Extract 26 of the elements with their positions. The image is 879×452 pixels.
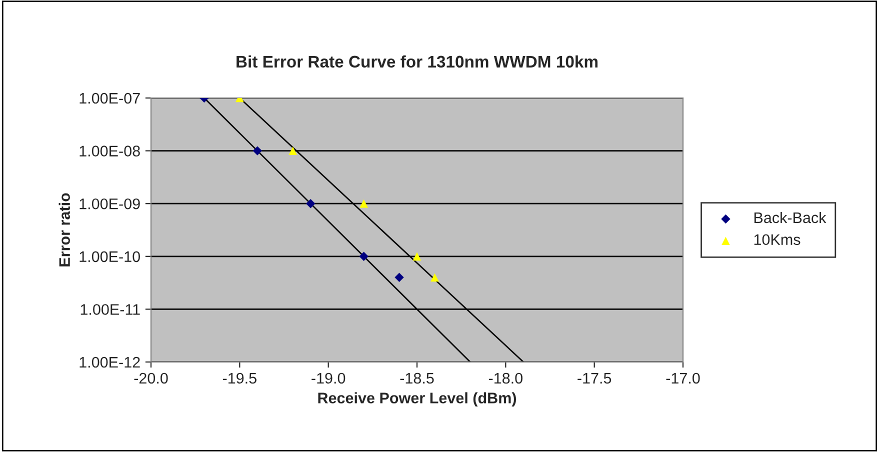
point xyxy=(430,273,439,282)
x-axis-title: Receive Power Level (dBm) xyxy=(318,392,516,406)
legend-label: Back-Back xyxy=(754,212,826,224)
chart-title: Bit Error Rate Curve for 1310nm WWDM 10km xyxy=(236,55,598,68)
x-tick-label: -20.0 xyxy=(134,372,168,384)
point xyxy=(394,272,404,282)
x-tick-label: -17.5 xyxy=(578,372,612,384)
point xyxy=(412,252,422,261)
legend-label: 10Kms xyxy=(754,234,800,246)
x-tick-label: -18.0 xyxy=(488,372,522,384)
x-tick-label: -19.0 xyxy=(312,372,346,384)
point xyxy=(288,146,298,155)
point xyxy=(360,199,368,208)
point xyxy=(306,198,316,208)
point xyxy=(359,252,368,262)
y-tick-label: 1.00E-09 xyxy=(80,198,140,210)
y-tick-label: 1.00E-10 xyxy=(80,251,140,262)
x-tick-label: -17.0 xyxy=(666,372,700,384)
x-tick-label: -19.5 xyxy=(222,372,256,384)
y-tick-label: 1.00E-08 xyxy=(80,146,140,156)
x-tick-label: -18.5 xyxy=(400,372,434,384)
y-tick-label: 1.00E-07 xyxy=(80,92,140,104)
point xyxy=(252,146,262,156)
y-tick-label: 1.00E-11 xyxy=(80,304,140,315)
y-tick-label: 1.00E-12 xyxy=(80,356,140,368)
y-axis-title: Error ratio xyxy=(58,193,70,266)
